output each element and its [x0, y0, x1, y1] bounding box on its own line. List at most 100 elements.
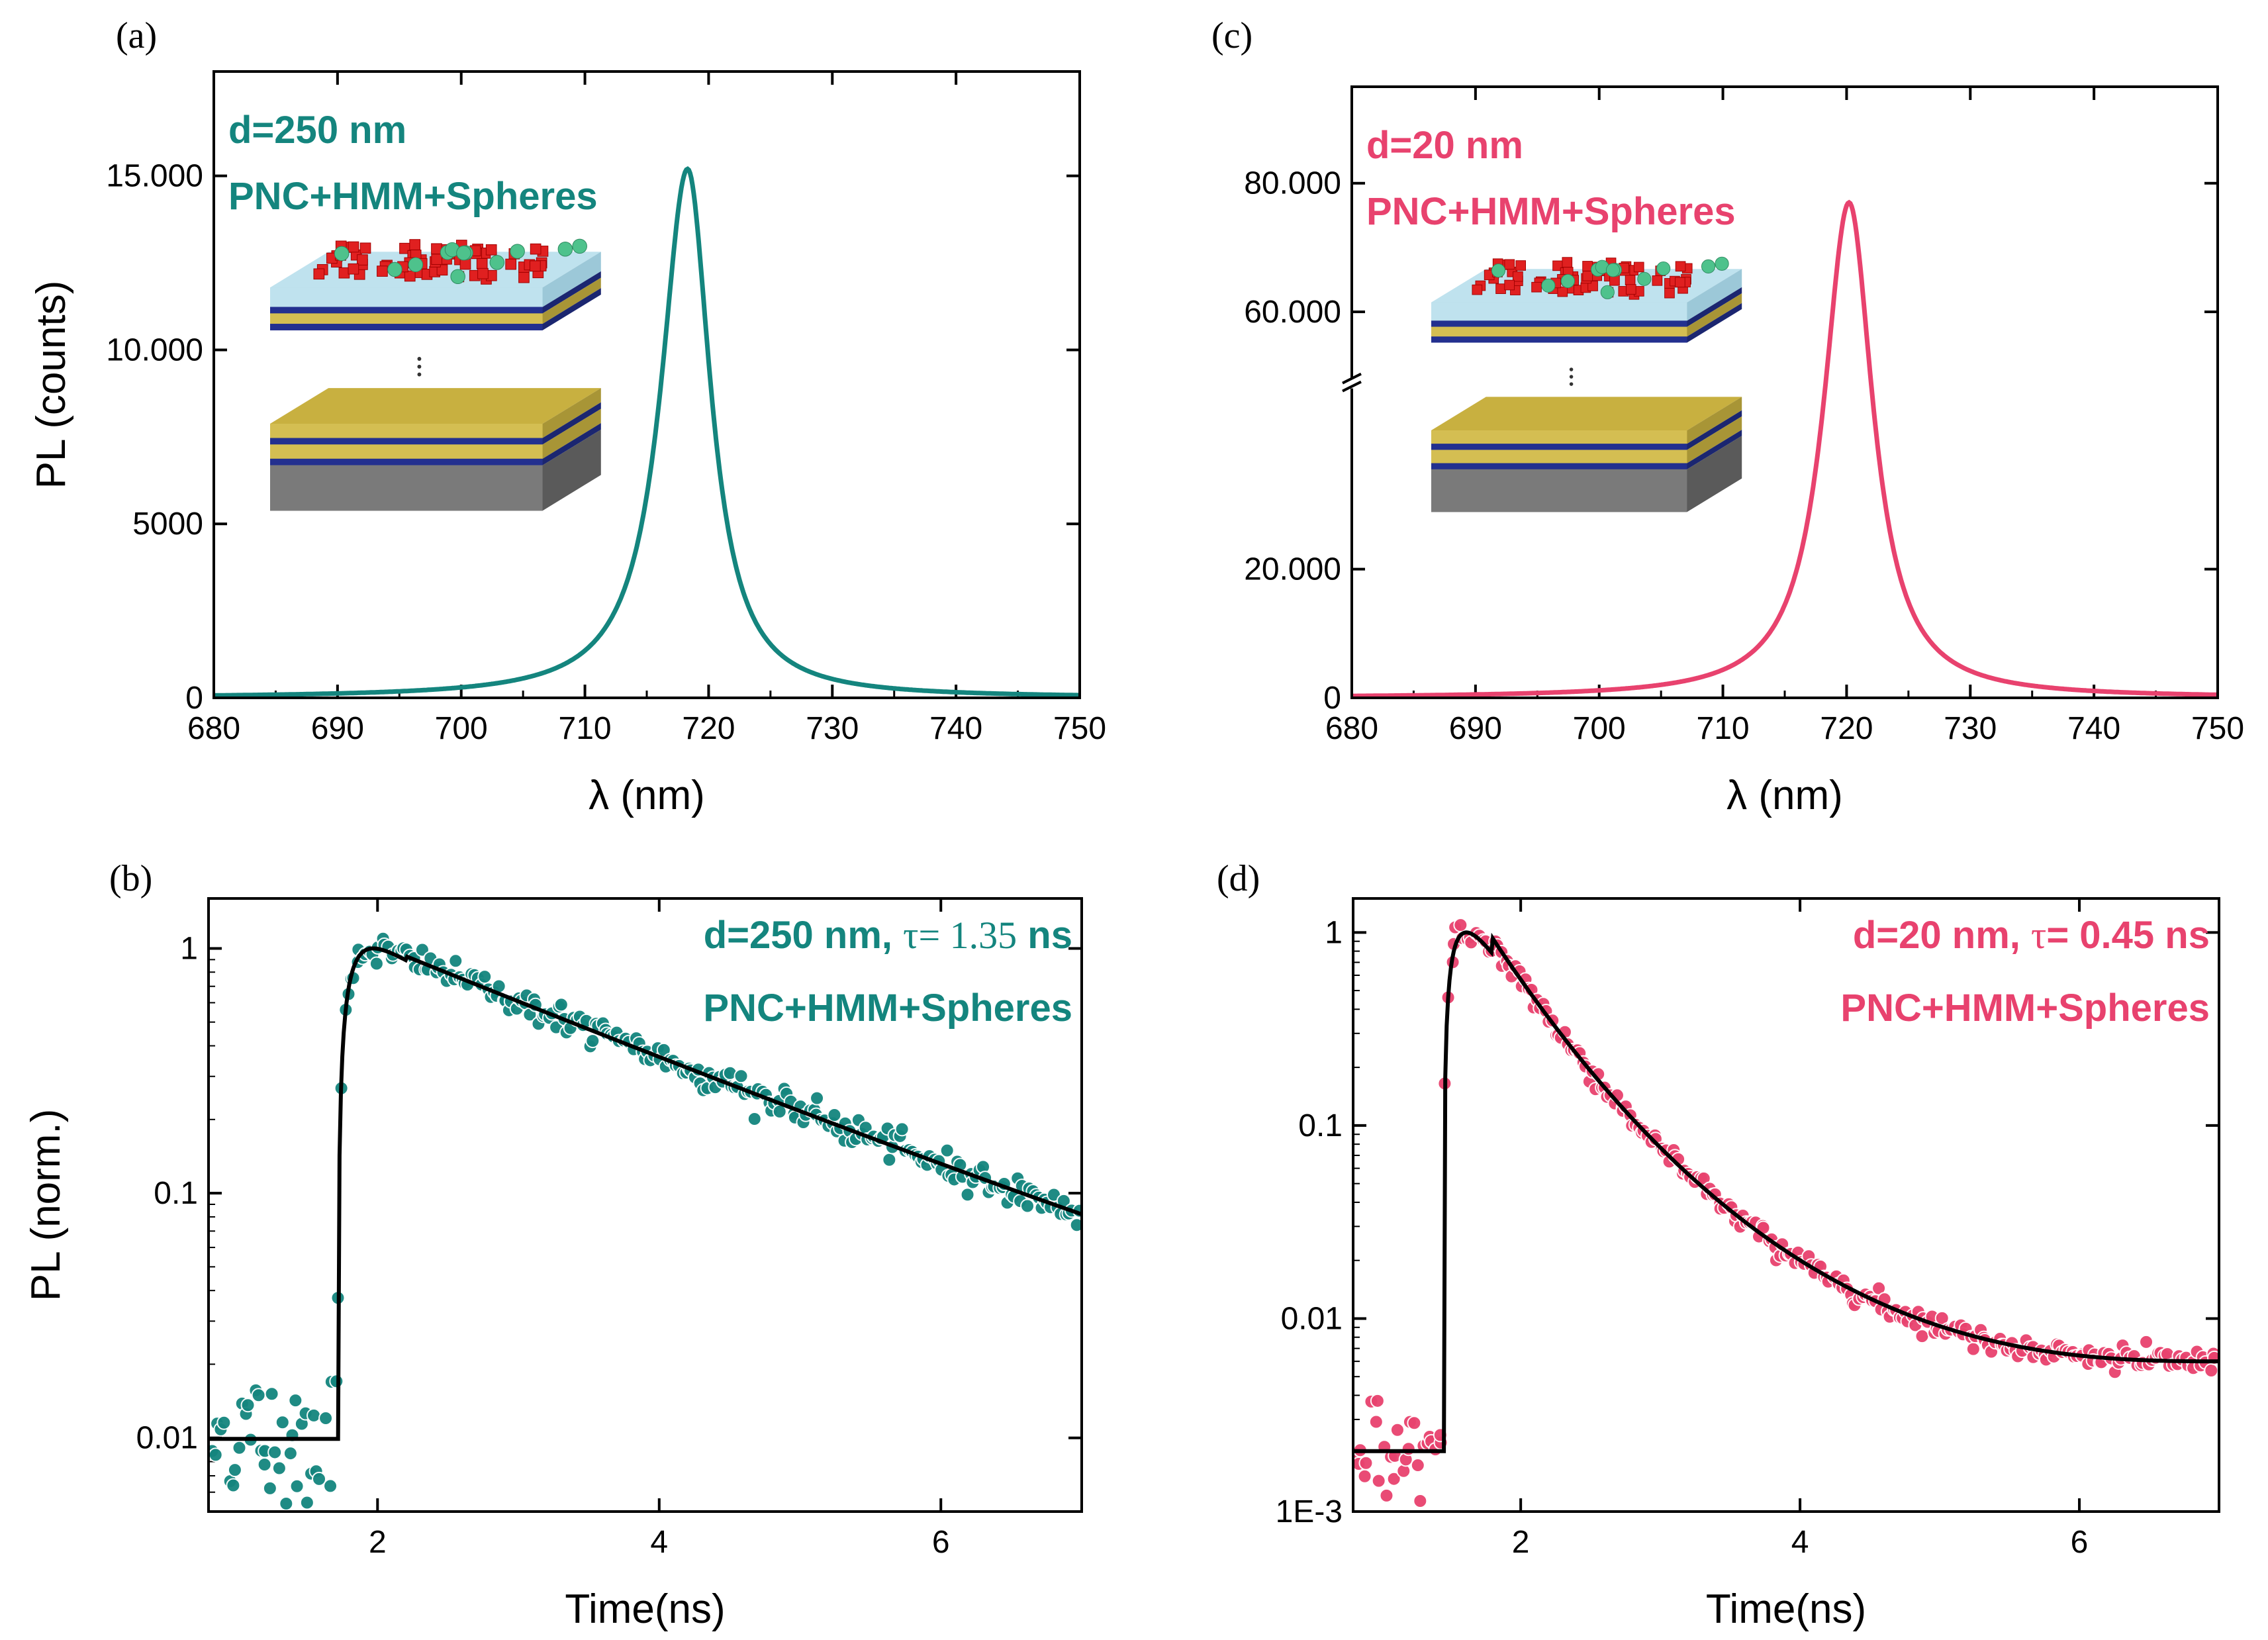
sphere — [1541, 278, 1556, 293]
nanocrystal — [431, 254, 443, 265]
x-tick-label: 680 — [187, 711, 240, 746]
hmm-structure-inset — [270, 238, 601, 511]
x-tick-label: 710 — [1697, 711, 1750, 746]
annotation-line2: PNC+HMM+Spheres — [703, 987, 1072, 1030]
sphere — [450, 269, 465, 285]
dielectric-layer — [1431, 444, 1687, 450]
annotation-tau: d=20 nm, τ= 0.45 ns — [1853, 914, 2210, 957]
sphere — [334, 246, 350, 262]
pl-spectrum-line — [215, 166, 1078, 697]
sphere — [1605, 263, 1621, 277]
dielectric-layer — [270, 438, 543, 445]
tau-unit: ns — [1017, 914, 1072, 957]
matrix-layer — [1431, 302, 1687, 321]
y-tick-label: 0 — [185, 681, 203, 716]
data-point — [264, 1386, 279, 1402]
dielectric-layer — [1431, 463, 1687, 469]
tau-value: = 0.45 — [2046, 914, 2154, 957]
y-tick-label: 1 — [180, 931, 198, 966]
y-tick-label: 0.1 — [1298, 1108, 1343, 1143]
sphere — [1656, 261, 1671, 276]
data-point — [810, 1090, 825, 1106]
data-point — [477, 969, 493, 985]
sphere — [1715, 256, 1729, 271]
data-point — [279, 1496, 294, 1510]
tau-unit: ns — [2154, 914, 2210, 957]
x-tick-label: 700 — [1573, 711, 1626, 746]
ellipsis-dot — [1569, 382, 1574, 386]
data-point — [1368, 1414, 1384, 1429]
sphere — [1600, 285, 1615, 299]
nanocrystal — [1625, 284, 1636, 295]
data-point — [553, 997, 569, 1012]
data-point — [271, 1461, 287, 1476]
data-point — [1407, 1416, 1422, 1431]
data-point — [585, 1034, 600, 1049]
data-point — [827, 1108, 842, 1123]
data-point — [289, 1478, 305, 1494]
y-tick-label: 1E-3 — [1276, 1494, 1343, 1529]
x-tick-label: 680 — [1325, 711, 1378, 746]
data-point — [226, 1478, 241, 1493]
plot-frame-d — [1352, 897, 2220, 1513]
data-point — [1370, 1393, 1385, 1408]
data-point — [1413, 1493, 1428, 1508]
x-axis-title: λ (nm) — [589, 773, 705, 818]
x-tick-label: 750 — [2191, 711, 2244, 746]
nanocrystal — [359, 242, 371, 254]
data-point — [894, 1122, 910, 1137]
nanocrystal — [1557, 286, 1568, 297]
x-tick-label: 720 — [1820, 711, 1873, 746]
data-point — [939, 1143, 955, 1158]
data-point — [1379, 1488, 1394, 1503]
nanocrystal — [1515, 260, 1527, 271]
sphere — [1701, 259, 1716, 273]
nanocrystal — [1652, 275, 1663, 286]
y-axis-title: PL (counts) — [28, 281, 74, 489]
x-axis-title: λ (nm) — [1726, 773, 1843, 818]
panel-label: (c) — [1211, 15, 1252, 56]
y-tick-label: 20.000 — [1244, 552, 1341, 587]
data-point — [307, 1408, 322, 1423]
nanocrystal — [377, 265, 388, 277]
nanocrystal — [338, 267, 350, 279]
tau-symbol: τ — [903, 914, 918, 957]
gold-layer — [1431, 326, 1687, 337]
fit-line — [1354, 930, 2218, 1453]
x-tick-label: 740 — [2067, 711, 2120, 746]
x-tick-label: 6 — [932, 1525, 950, 1560]
data-point — [1934, 1310, 1950, 1326]
annotation-line: PNC+HMM+Spheres — [1366, 190, 1736, 233]
tau-symbol: τ — [2031, 914, 2046, 957]
annotation-line: d=250 nm — [228, 109, 406, 152]
x-tick-label: 700 — [435, 711, 488, 746]
x-tick-label: 720 — [682, 711, 735, 746]
y-tick-label: 15.000 — [106, 159, 203, 194]
nanocrystal — [530, 243, 542, 255]
x-tick-label: 690 — [311, 711, 364, 746]
nanocrystal — [313, 268, 325, 280]
hmm-structure-inset — [1431, 256, 1742, 512]
matrix-layer — [270, 287, 543, 307]
nanocrystal — [518, 271, 530, 283]
nanocrystal — [1504, 259, 1515, 270]
data-point — [275, 1415, 290, 1430]
data-point — [1401, 1441, 1416, 1457]
data-point — [960, 1187, 975, 1202]
y-tick-label: 80.000 — [1244, 166, 1341, 201]
plot-area — [215, 166, 1078, 697]
data-point — [1453, 918, 1468, 933]
nanocrystal — [1504, 279, 1515, 291]
nanocrystal — [1675, 277, 1685, 288]
sphere — [408, 257, 424, 273]
data-point — [232, 1440, 247, 1455]
sphere — [387, 262, 402, 277]
data-point — [323, 1478, 338, 1494]
annotation-tau: d=250 nm, τ= 1.35 ns — [704, 914, 1072, 957]
panel-b: (b) 2 4 6 0.01 0.1 1 Time(ns) PL (norm.) d=250 nm… — [23, 858, 1083, 1632]
data-point — [882, 1152, 897, 1167]
ellipsis-dot — [417, 372, 422, 377]
sphere — [1491, 264, 1506, 278]
axis-break-mark — [1342, 380, 1362, 393]
